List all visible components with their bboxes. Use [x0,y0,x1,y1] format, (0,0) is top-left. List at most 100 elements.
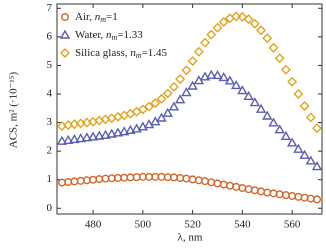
data-point [262,110,273,120]
legend-label: Water, nm=1.33 [75,29,143,42]
data-point [200,37,211,48]
data-point [275,190,284,199]
data-point [280,64,291,75]
data-point [162,88,173,99]
data-point [262,33,273,44]
legend-marker [59,29,71,39]
data-point [168,101,180,111]
x-tick-label: 500 [135,219,152,231]
legend-label: Air, nm=1 [75,11,118,24]
data-point [144,101,155,112]
y-tick-label: 3 [47,116,53,128]
data-point [305,112,316,123]
y-tick-label: 2 [47,145,53,157]
data-point [288,191,297,200]
data-point [224,75,236,85]
data-point [274,53,285,64]
data-point [213,179,222,188]
data-point [268,117,279,127]
data-point [256,25,267,36]
y-tick-label: 7 [47,2,53,14]
data-point [294,192,303,201]
data-point [187,56,198,67]
legend-marker [61,12,70,21]
data-point [306,194,315,203]
data-point [299,149,310,159]
data-point [243,90,254,100]
legend-label: Silica glass, nm=1.45 [75,47,168,60]
data-point [300,193,309,202]
data-point [287,76,298,87]
x-tick-label: 520 [184,219,201,231]
data-point [293,89,304,99]
data-point [249,18,260,29]
data-point [286,137,298,147]
data-point [201,177,210,186]
data-point [181,65,192,76]
data-point [94,130,105,140]
data-point [269,189,278,198]
data-point [274,124,285,134]
data-point [255,103,267,113]
x-tick-label: 540 [234,219,251,231]
data-point [257,187,266,196]
data-point [305,155,317,165]
data-point [244,185,253,194]
data-point [313,195,322,204]
data-point [218,72,229,82]
y-tick-label: 6 [47,30,53,42]
data-point [56,135,68,145]
data-point [232,182,241,191]
data-point [125,124,136,134]
data-point [219,180,228,189]
legend-marker [60,48,70,58]
x-axis-label: λ, nm [178,232,203,244]
data-point [249,97,261,107]
data-point [218,17,229,27]
data-point [156,112,167,122]
y-tick-label: 0 [47,202,53,214]
data-point [230,80,242,90]
data-point [225,181,234,190]
y-axis-label: ACS, m² (·10⁻¹⁵) [8,71,20,148]
data-point [137,121,149,131]
data-point [250,186,259,195]
data-point [137,104,148,115]
data-point [293,143,304,153]
data-point [231,11,242,22]
data-point [312,123,323,134]
data-point [100,129,111,139]
data-point [112,127,124,137]
data-point [62,134,74,144]
data-point [187,80,198,90]
data-point [237,85,248,95]
data-point [212,22,223,33]
data-point [168,81,179,92]
data-point [206,29,217,40]
data-point [106,128,117,138]
data-point [243,14,254,25]
data-point [175,74,186,85]
plot-frame [56,3,323,215]
data-point [311,161,323,171]
data-point [212,70,223,80]
data-point [150,98,161,109]
x-tick-label: 480 [85,219,102,231]
x-tick-label: 560 [284,219,301,231]
data-point [69,134,80,144]
data-point [263,188,272,197]
data-point [238,183,247,192]
data-point [131,123,142,133]
data-point [281,191,290,200]
data-point [268,42,279,53]
data-point [207,178,216,187]
data-point [174,94,186,104]
data-point [206,69,217,79]
y-tick-label: 4 [47,88,53,100]
data-point [181,87,192,97]
data-point [81,132,93,142]
y-tick-label: 5 [47,59,53,71]
data-point [87,131,99,141]
y-tick-label: 1 [47,173,53,185]
